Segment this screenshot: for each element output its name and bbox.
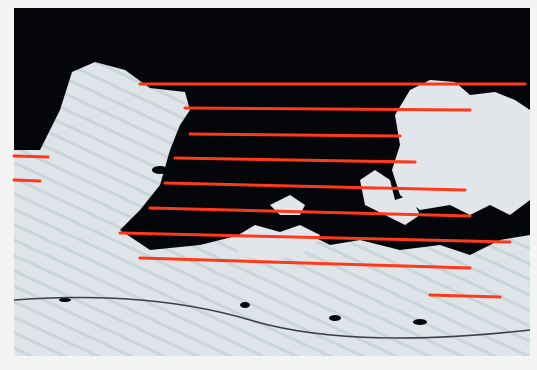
mid-blob: [230, 225, 320, 262]
red-lines: [12, 82, 527, 299]
crack: [13, 296, 531, 339]
right-blob: [392, 80, 530, 215]
specks: [59, 166, 427, 325]
left-blob: [14, 62, 530, 356]
mid-blob: [360, 170, 420, 225]
